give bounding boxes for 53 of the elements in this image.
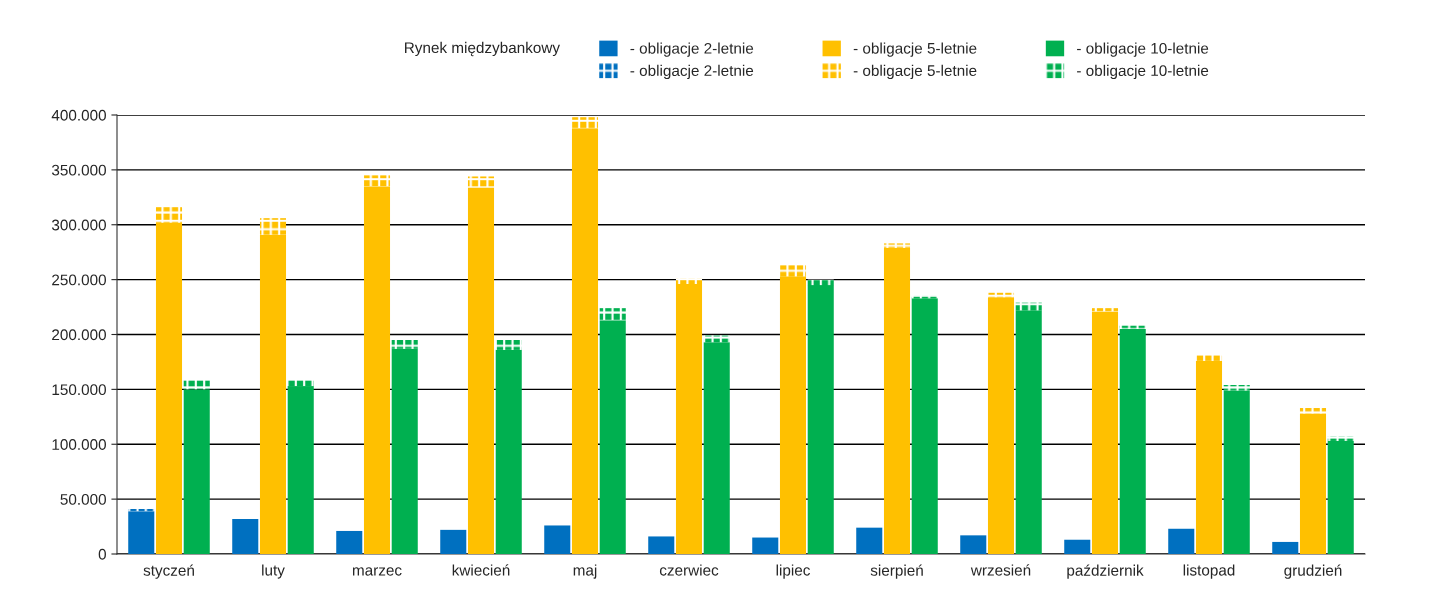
y-tick-label: 400.000	[51, 109, 106, 121]
legend-label: - obligacje 10-letnie	[1077, 64, 1209, 80]
bar	[911, 294, 938, 299]
text: Rynek międzybankowy	[405, 41, 560, 57]
bar	[987, 292, 1015, 298]
bar	[703, 335, 730, 343]
bar	[599, 308, 626, 321]
bar	[155, 222, 183, 554]
x-tick-label: luty	[262, 564, 285, 579]
bar	[183, 380, 210, 390]
bar	[287, 380, 314, 387]
bar	[467, 176, 495, 188]
bar	[779, 265, 807, 277]
bar	[1327, 436, 1354, 441]
x-tick-label: kwiecień	[452, 564, 510, 576]
y-tick-label: 300.000	[51, 219, 106, 231]
x-tick-label: marzec	[352, 567, 402, 576]
bar	[1119, 325, 1146, 330]
y-tick-label: 350.000	[51, 164, 106, 176]
legend-label: - obligacje 2-letnie	[630, 42, 754, 57]
x-tick-label: listopad	[1183, 564, 1235, 579]
bar	[391, 339, 418, 349]
legend-label: - obligacje 5-letnie	[853, 42, 977, 57]
x-tick-label: maj	[573, 564, 597, 579]
bar	[495, 339, 522, 350]
legend-label: - obligacje 10-letnie	[1077, 42, 1209, 57]
x-tick-label: wrzesień	[970, 564, 1031, 576]
bar	[1015, 302, 1042, 311]
y-tick-label: 50.000	[60, 493, 106, 505]
bar	[1223, 384, 1250, 391]
x-tick-label: grudzień	[1284, 564, 1342, 579]
bar	[883, 243, 911, 248]
bar	[571, 117, 599, 129]
x-tick-label: styczeń	[143, 564, 194, 579]
bar	[259, 218, 287, 235]
bar	[675, 278, 703, 285]
y-tick-label: 250.000	[52, 274, 106, 286]
bar	[1091, 308, 1119, 312]
y-tick-label: 0	[98, 548, 106, 560]
x-tick-label: lipiec	[776, 564, 810, 579]
x-tick-label: sierpień	[870, 564, 923, 579]
legend-label: - obligacje 2-letnie	[630, 64, 754, 80]
bar	[1299, 408, 1327, 414]
x-tick-label: październik	[1067, 564, 1144, 579]
x-tick-label: czerwiec	[659, 564, 719, 576]
y-tick-label: 150.000	[52, 384, 106, 396]
y-tick-label: 100.000	[52, 439, 106, 450]
y-tick-label: 200.000	[52, 329, 106, 341]
legend-label: - obligacje 5-letnie	[853, 64, 977, 80]
bar	[363, 175, 391, 187]
bar	[155, 207, 183, 223]
bar	[1195, 355, 1223, 361]
bar	[807, 279, 834, 286]
